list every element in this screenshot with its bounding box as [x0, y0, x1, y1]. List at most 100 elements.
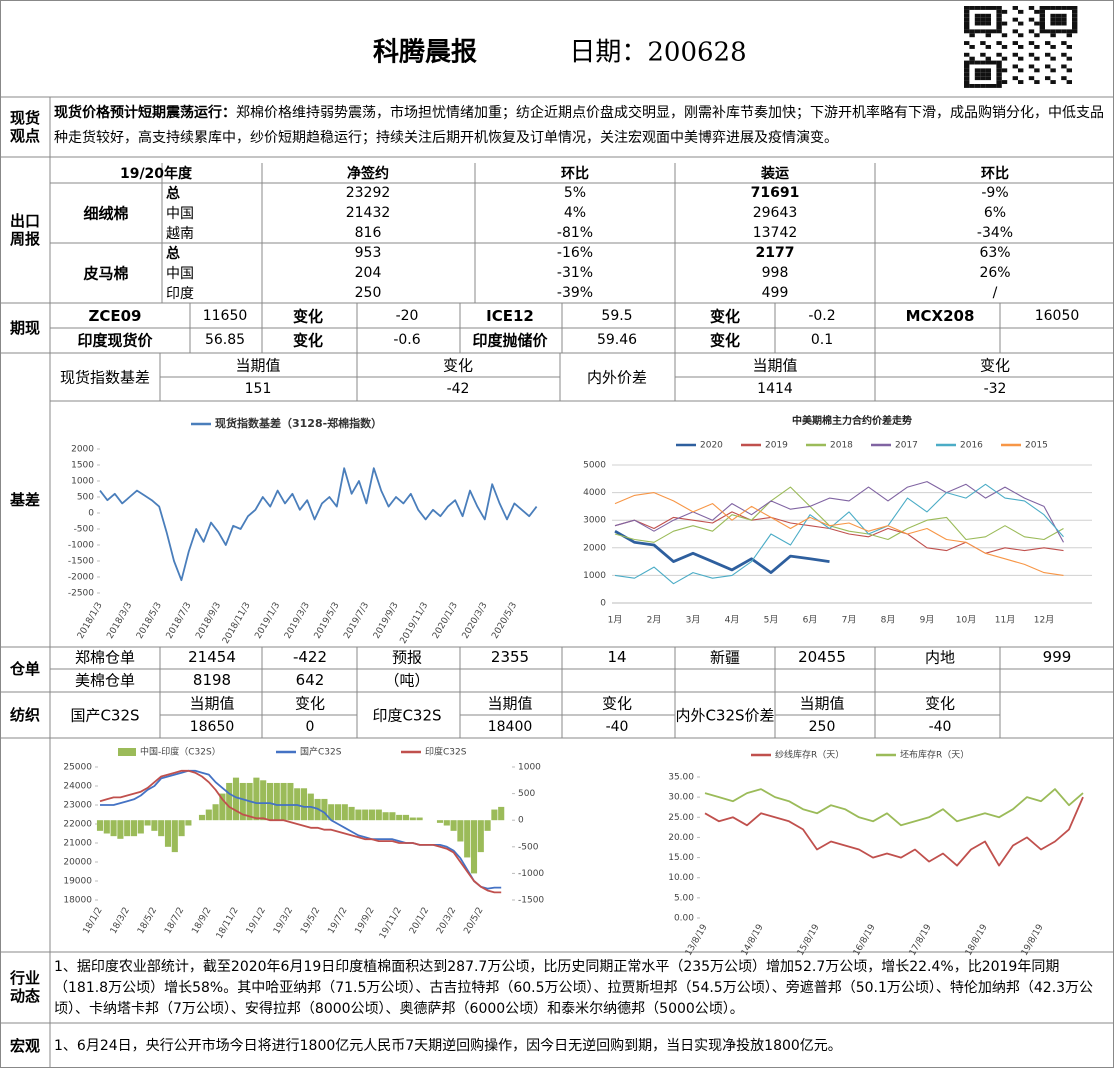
y-tick-label: 2000: [71, 445, 94, 455]
qr-cell: [1018, 80, 1024, 84]
table-header: 装运: [761, 166, 789, 182]
x-tick-label: 3月: [686, 615, 701, 626]
y-tick-label: 10.00: [668, 873, 694, 883]
x-tick-label: 19/3/2: [272, 906, 295, 936]
bar: [205, 809, 212, 821]
y-tick-label: -1000: [68, 541, 94, 551]
x-tick-label: 20/3/2: [435, 906, 458, 936]
cell: 8198: [192, 671, 232, 689]
x-tick-label: 2019/5/3: [313, 601, 342, 641]
qr-cell: [1034, 21, 1040, 26]
cell: 6%: [983, 205, 1007, 221]
section-label: 宏观: [9, 1037, 40, 1055]
y-tick-label: 18000: [63, 896, 92, 906]
qr-cell: [1001, 9, 1008, 14]
qr-cell: [964, 68, 970, 73]
bar: [198, 814, 206, 821]
qr-cell: [1028, 41, 1035, 45]
y2-tick-label: -1000: [518, 869, 544, 879]
legend-label: 2016: [960, 441, 983, 451]
qr-cell: [996, 84, 1002, 88]
legend-label: 2015: [1025, 441, 1048, 451]
qr-cell: [980, 21, 986, 26]
qr-cell: [1066, 29, 1072, 34]
cell: 新疆: [709, 648, 741, 667]
cell: 29643: [752, 205, 798, 221]
qr-cell: [1066, 80, 1072, 84]
qr-cell: [1034, 56, 1040, 61]
qr-cell: [1018, 9, 1024, 14]
qr-cell: [1028, 29, 1035, 34]
legend-label: 2018: [830, 441, 853, 451]
qr-cell: [1055, 29, 1062, 34]
y-tick-label: 1000: [583, 571, 606, 581]
bar: [498, 806, 505, 821]
y-tick-label: 35.00: [668, 773, 694, 783]
x-tick-label: 19/5/2: [299, 906, 322, 936]
cell: 20455: [798, 648, 846, 666]
qr-cell: [969, 56, 975, 61]
bar: [443, 820, 450, 826]
qr-cell: [1001, 45, 1008, 49]
section-label: 基差: [9, 491, 40, 509]
qr-cell: [974, 17, 981, 22]
qr-cell: [1066, 45, 1072, 49]
qr-cell: [964, 17, 970, 22]
cell: 999: [1042, 648, 1072, 666]
qr-cell: [996, 52, 1002, 57]
qr-cell: [1061, 13, 1067, 18]
x-tick-label: 7月: [842, 615, 857, 626]
bar: [470, 820, 478, 874]
qr-cell: [974, 84, 981, 88]
cell: -0.6: [393, 332, 421, 348]
cell: 变化: [601, 694, 633, 713]
cell: 21432: [345, 205, 391, 221]
x-tick-label: 13/8/19: [684, 923, 710, 958]
qr-cell: [1012, 17, 1018, 22]
cell: 21454: [188, 648, 236, 666]
cell: 250: [354, 285, 382, 301]
row-label: 总: [166, 246, 180, 262]
series-line: [614, 511, 1064, 554]
row-label: 中国: [166, 266, 194, 282]
cell: 23292: [345, 185, 391, 201]
cell: 内外C32S价差: [675, 706, 775, 725]
qr-cell: [974, 21, 981, 26]
y-tick-label: 4000: [583, 488, 606, 498]
cell: -42: [446, 381, 470, 397]
y2-tick-label: 0: [518, 816, 524, 826]
qr-cell: [1055, 17, 1062, 22]
qr-cell: [996, 80, 1002, 84]
group-label: 皮马棉: [83, 264, 129, 283]
x-tick-label: 2019/11/3: [399, 601, 431, 646]
bar: [144, 820, 151, 826]
qr-cell: [980, 68, 986, 73]
qr-cell: [985, 17, 991, 22]
bar: [130, 820, 138, 837]
qr-cell: [1072, 25, 1078, 30]
qr-cell: [964, 84, 970, 88]
qr-cell: [1028, 76, 1035, 81]
bar: [212, 804, 219, 821]
qr-cell: [1039, 25, 1045, 30]
qr-cell: [985, 56, 991, 61]
qr-cell: [980, 84, 986, 88]
chart-title: 中美期棉主力合约价差走势: [792, 414, 912, 427]
qr-cell: [974, 6, 981, 10]
qr-cell: [985, 76, 991, 81]
cell: -9%: [981, 185, 1009, 201]
x-tick-label: 20/5/2: [462, 906, 485, 936]
bar: [110, 820, 117, 837]
qr-cell: [991, 84, 997, 88]
legend-label: 国产C32S: [300, 746, 342, 758]
y-tick-label: -1500: [68, 557, 94, 567]
qr-cell: [996, 68, 1002, 73]
series-line: [99, 467, 538, 582]
cell: -422: [292, 648, 328, 666]
qr-cell: [996, 60, 1002, 65]
bar: [328, 804, 335, 821]
qr-cell: [1001, 68, 1008, 73]
section-label: 现货观点: [9, 109, 40, 145]
x-tick-label: 2019/3/3: [283, 601, 312, 641]
